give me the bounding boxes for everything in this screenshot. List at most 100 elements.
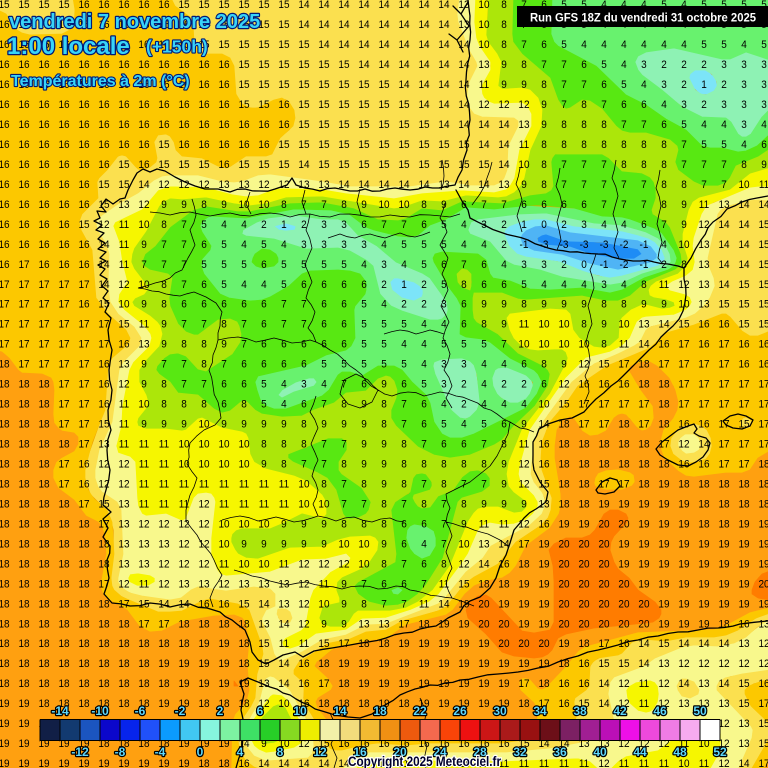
svg-text:7: 7 <box>161 358 167 371</box>
svg-text:11: 11 <box>259 498 269 511</box>
svg-text:11: 11 <box>139 578 149 591</box>
svg-text:14: 14 <box>538 418 549 431</box>
svg-text:12: 12 <box>198 518 209 531</box>
svg-text:14: 14 <box>438 38 449 51</box>
svg-text:14: 14 <box>418 98 429 111</box>
svg-text:15: 15 <box>298 38 309 51</box>
svg-text:8: 8 <box>221 318 227 331</box>
svg-text:18: 18 <box>38 438 49 451</box>
svg-text:16: 16 <box>98 58 109 71</box>
svg-text:19: 19 <box>218 658 229 671</box>
svg-text:16: 16 <box>38 238 49 251</box>
svg-text:7: 7 <box>281 318 287 331</box>
svg-text:16: 16 <box>138 158 149 171</box>
svg-text:17: 17 <box>38 278 49 291</box>
svg-text:18: 18 <box>138 737 149 750</box>
svg-text:15: 15 <box>298 138 309 151</box>
svg-text:5: 5 <box>661 0 667 11</box>
svg-text:16: 16 <box>98 378 109 391</box>
svg-text:12: 12 <box>618 678 629 691</box>
svg-text:9: 9 <box>361 418 367 431</box>
svg-text:19: 19 <box>398 658 409 671</box>
svg-text:18: 18 <box>18 378 29 391</box>
svg-text:15: 15 <box>198 38 209 51</box>
svg-text:11: 11 <box>239 498 249 511</box>
svg-text:15: 15 <box>358 98 369 111</box>
svg-text:18: 18 <box>18 398 29 411</box>
svg-text:15: 15 <box>278 138 289 151</box>
svg-text:12: 12 <box>318 558 329 571</box>
svg-text:14: 14 <box>458 178 469 191</box>
svg-text:5: 5 <box>481 338 487 351</box>
svg-text:18: 18 <box>138 678 149 691</box>
svg-text:5: 5 <box>721 0 727 11</box>
svg-text:9: 9 <box>141 238 147 251</box>
svg-text:4: 4 <box>501 398 507 411</box>
svg-text:16: 16 <box>78 478 89 491</box>
svg-text:13: 13 <box>698 278 709 291</box>
svg-text:14: 14 <box>418 58 429 71</box>
svg-text:7: 7 <box>401 558 407 571</box>
svg-text:1: 1 <box>521 218 527 231</box>
svg-text:18: 18 <box>118 638 129 651</box>
svg-text:10: 10 <box>358 538 369 551</box>
svg-text:7: 7 <box>421 478 427 491</box>
svg-text:18: 18 <box>38 458 49 471</box>
svg-text:12: 12 <box>118 378 129 391</box>
svg-text:11: 11 <box>639 697 649 710</box>
svg-text:16: 16 <box>78 38 89 51</box>
svg-text:16: 16 <box>78 158 89 171</box>
svg-text:8: 8 <box>541 138 547 151</box>
svg-text:8: 8 <box>441 458 447 471</box>
svg-text:18: 18 <box>578 458 589 471</box>
svg-text:7: 7 <box>641 118 647 131</box>
svg-text:13: 13 <box>478 58 489 71</box>
svg-text:6: 6 <box>521 198 527 211</box>
svg-text:15: 15 <box>478 158 489 171</box>
svg-text:14: 14 <box>438 58 449 71</box>
svg-text:18: 18 <box>38 478 49 491</box>
svg-text:5: 5 <box>361 298 367 311</box>
svg-text:17: 17 <box>138 618 149 631</box>
svg-text:5: 5 <box>401 358 407 371</box>
svg-text:16: 16 <box>58 158 69 171</box>
svg-text:6: 6 <box>441 258 447 271</box>
svg-text:18: 18 <box>0 358 10 371</box>
svg-text:7: 7 <box>561 98 567 111</box>
svg-text:16: 16 <box>698 338 709 351</box>
svg-text:14: 14 <box>598 678 609 691</box>
svg-text:15: 15 <box>378 138 389 151</box>
svg-text:18: 18 <box>38 578 49 591</box>
svg-text:18: 18 <box>38 678 49 691</box>
svg-text:12: 12 <box>158 578 169 591</box>
svg-text:9: 9 <box>761 158 767 171</box>
svg-text:14: 14 <box>478 138 489 151</box>
svg-text:7: 7 <box>181 358 187 371</box>
svg-text:19: 19 <box>18 717 29 730</box>
svg-text:9: 9 <box>541 98 547 111</box>
svg-text:8: 8 <box>581 318 587 331</box>
svg-text:15: 15 <box>18 0 29 11</box>
svg-text:17: 17 <box>18 358 29 371</box>
svg-text:15: 15 <box>198 0 209 11</box>
svg-text:18: 18 <box>198 697 209 710</box>
svg-text:10: 10 <box>398 198 409 211</box>
svg-text:6: 6 <box>461 438 467 451</box>
svg-text:14: 14 <box>398 19 409 32</box>
svg-text:18: 18 <box>58 518 69 531</box>
svg-text:18: 18 <box>158 737 169 750</box>
svg-text:5: 5 <box>701 38 707 51</box>
svg-text:18: 18 <box>658 398 669 411</box>
svg-text:20: 20 <box>598 538 609 551</box>
svg-text:7: 7 <box>561 178 567 191</box>
svg-text:3: 3 <box>641 58 647 71</box>
svg-text:4: 4 <box>621 38 627 51</box>
svg-text:16: 16 <box>758 358 768 371</box>
svg-text:16: 16 <box>738 618 749 631</box>
svg-text:17: 17 <box>598 478 609 491</box>
svg-text:19: 19 <box>718 558 729 571</box>
svg-text:14: 14 <box>333 704 347 718</box>
svg-text:9: 9 <box>281 418 287 431</box>
svg-text:8: 8 <box>601 118 607 131</box>
svg-text:18: 18 <box>38 398 49 411</box>
